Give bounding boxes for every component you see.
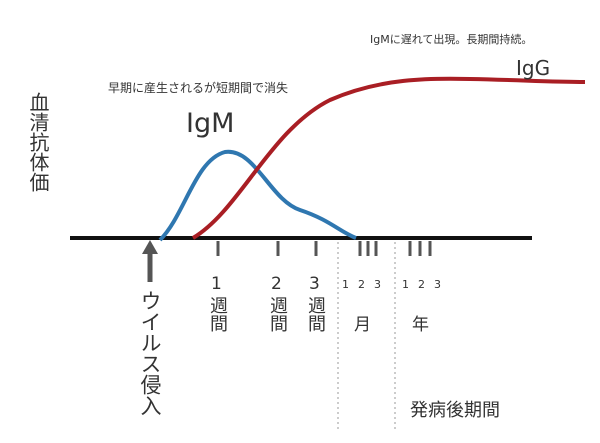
week-number: 2 [271,274,282,294]
virus-entry: ウイルス侵入 [138,290,162,416]
y-axis-label: 血清抗体価 [26,92,50,192]
month-number: 3 [374,278,381,291]
week-unit: 週間 [207,296,228,332]
igg-note: IgMに遅れて出現。長期間持続。 [370,33,533,46]
virus-arrow [142,240,158,282]
igm-label: IgM [186,108,235,139]
month-number: 2 [358,278,365,291]
igm-note: 早期に産生されるが短期間で消失 [108,81,289,95]
igg-curve [191,76,586,240]
week-unit: 週間 [267,296,288,332]
igm-curve [158,149,357,242]
week-number: 1 [211,274,222,294]
week-unit: 週間 [305,296,326,332]
year-unit: 年 [412,315,429,335]
month-unit: 月 [354,315,371,335]
period-dividers [337,242,396,432]
month-number: 1 [342,278,349,291]
x-axis-label: 発病後期間 [410,400,500,421]
year-number: 1 [402,278,409,291]
week-number: 3 [309,274,320,294]
year-number: 2 [418,278,425,291]
week-ticks [216,241,432,256]
year-number: 3 [434,278,441,291]
igg-label: IgG [516,56,551,80]
